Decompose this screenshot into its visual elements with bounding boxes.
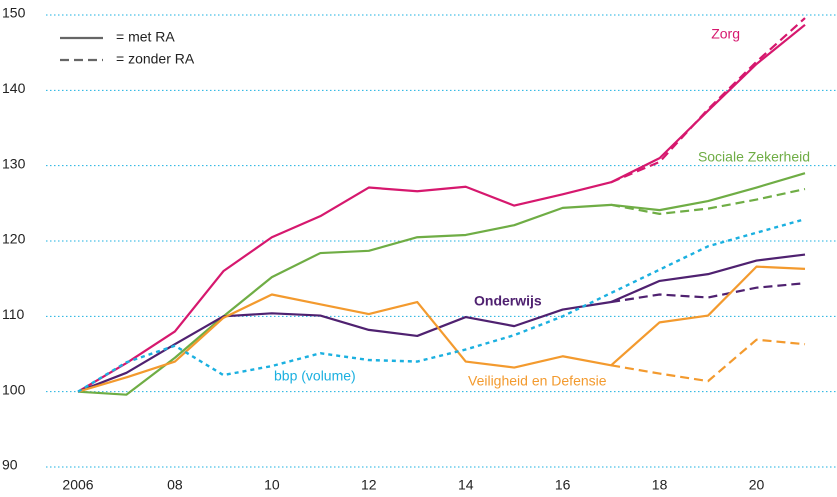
series-label: Veiligheid en Defensie: [468, 373, 607, 389]
legend-label: = met RA: [116, 29, 175, 45]
x-tick-label: 10: [264, 477, 280, 493]
series-line: [610, 282, 806, 304]
x-tick-label: 20: [749, 477, 765, 493]
x-tick-label: 14: [458, 477, 474, 493]
y-tick-label: 110: [2, 306, 25, 322]
y-tick-label: 100: [2, 381, 26, 397]
series-line: [610, 17, 806, 184]
x-tick-label: 16: [555, 477, 571, 493]
series-label: Zorg: [711, 26, 740, 42]
series-label: Onderwijs: [474, 293, 542, 309]
x-tick-label: 2006: [62, 477, 93, 493]
x-tick-label: 08: [167, 477, 183, 493]
series-line: [77, 253, 806, 393]
y-tick-label: 140: [2, 80, 26, 96]
series-line: [77, 265, 806, 393]
series-label: bbp (volume): [274, 368, 356, 384]
legend-label: = zonder RA: [116, 51, 195, 67]
y-tick-label: 120: [2, 231, 26, 247]
series-line: [610, 187, 806, 215]
series-line: [610, 338, 806, 383]
y-tick-label: 90: [2, 457, 18, 473]
y-tick-label: 130: [2, 155, 26, 171]
y-tick-label: 150: [2, 5, 26, 21]
series-line: [77, 23, 806, 393]
series-line: [77, 217, 806, 393]
series-label: Sociale Zekerheid: [698, 149, 810, 165]
series-line: [77, 172, 806, 396]
x-tick-label: 12: [361, 477, 377, 493]
x-tick-label: 18: [652, 477, 668, 493]
